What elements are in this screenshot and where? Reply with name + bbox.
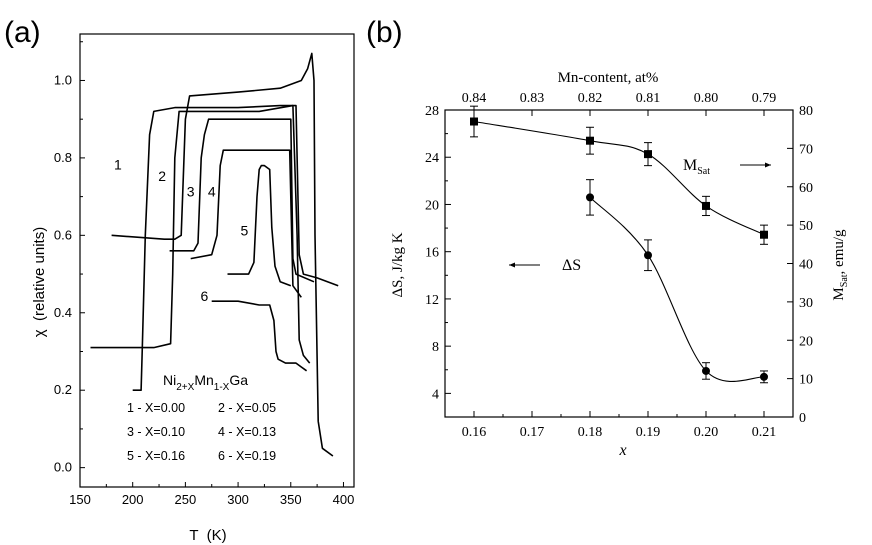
legend-entries: 1 - X=0.00 2 - X=0.05 3 - X=0.10 4 - X=0.13…	[127, 401, 276, 463]
curve-label: 1	[114, 157, 122, 173]
top-tick-label: 0.79	[752, 91, 777, 106]
left-y-tick-label: 24	[425, 151, 439, 166]
panel-b-plot-area	[444, 109, 794, 418]
legend-entry: 6 - X=0.19	[218, 449, 276, 463]
annotation-msat: MSat	[683, 157, 771, 177]
susceptibility-curve	[111, 52, 334, 457]
delta-s-point	[702, 366, 710, 375]
x-tick-label: 250	[175, 492, 197, 507]
curve-label: 5	[241, 222, 249, 238]
left-y-tick-label: 20	[425, 198, 439, 213]
curve-label: 4	[208, 184, 216, 200]
x-tick-label: 0.18	[578, 425, 603, 440]
right-y-tick-label: 60	[799, 181, 813, 196]
top-tick-label: 0.83	[520, 91, 545, 106]
panel-a-y-ticks: 0.0 0.2 0.4 0.6 0.8 1.0	[54, 41, 85, 475]
x-tick-label: 0.17	[520, 425, 545, 440]
right-y-tick-label: 80	[799, 104, 813, 119]
y-tick-label: 0.6	[54, 227, 72, 242]
curve-label: 6	[200, 288, 208, 304]
right-y-tick-label: 70	[799, 142, 813, 157]
panel-b-right-y-axis-label: MSat, emu/g	[831, 229, 850, 301]
legend-entry: 4 - X=0.13	[218, 425, 276, 439]
top-tick-label: 0.81	[636, 91, 661, 106]
right-y-tick-label: 30	[799, 296, 813, 311]
msat-point	[702, 201, 710, 210]
x-tick-label: 0.20	[694, 425, 719, 440]
top-tick-label: 0.84	[462, 91, 487, 106]
annotation-delta-s: ΔS	[509, 257, 581, 274]
right-y-tick-label: 10	[799, 373, 813, 388]
y-tick-label: 0.2	[54, 382, 72, 397]
left-y-tick-label: 16	[425, 246, 439, 261]
panel-b-left-y-axis-label: ΔS, J/kg K	[390, 232, 406, 297]
panel-a-plot-area	[79, 33, 355, 488]
panel-b-ticks: 0.16 0.17 0.18 0.19 0.20 0.21 0.84 0.83 0.82 0.81…	[425, 91, 813, 440]
msat-point	[760, 230, 768, 239]
susceptibility-curve-5	[227, 164, 292, 287]
curve-label: 2	[158, 168, 166, 184]
left-y-tick-label: 4	[432, 387, 439, 402]
panel-a-legend: Ni2+XMn1-XGa 1 - X=0.00 2 - X=0.05 3 - X=0…	[127, 372, 276, 463]
panel-b-top-axis-label: Mn-content, at%	[558, 70, 659, 86]
panel-a: (a) 150 200 250 300 350 400 0.0 0.2 0.4 0.6 0.8 1.…	[4, 16, 355, 544]
panel-b-fit-curves	[473, 120, 765, 382]
panel-a-curve-labels: 1 2 3 4 5 6	[114, 157, 248, 305]
y-tick-label: 1.0	[54, 72, 72, 87]
y-tick-label: 0.0	[54, 460, 72, 475]
panel-b-label: (b)	[366, 16, 403, 49]
right-y-tick-label: 20	[799, 334, 813, 349]
right-y-tick-label: 50	[799, 219, 813, 234]
legend-entry: 3 - X=0.10	[127, 425, 185, 439]
panel-b-frame	[444, 109, 794, 418]
x-tick-label: 350	[280, 492, 302, 507]
legend-entry: 2 - X=0.05	[218, 401, 276, 415]
msat-point	[644, 150, 652, 159]
susceptibility-curve-6	[211, 300, 308, 372]
msat-point	[470, 117, 478, 126]
annotation-msat-text: MSat	[683, 157, 710, 177]
panel-a-frame	[79, 33, 355, 488]
x-tick-label: 300	[227, 492, 249, 507]
delta-s-point	[586, 193, 594, 202]
y-tick-label: 0.4	[54, 305, 72, 320]
panel-b-data-points	[470, 105, 768, 384]
left-y-tick-label: 8	[432, 340, 439, 355]
delta-s-point	[644, 251, 652, 260]
panel-a-label: (a)	[4, 16, 41, 49]
panel-a-y-axis-label: χ (relative units)	[31, 227, 48, 337]
x-tick-label: 150	[69, 492, 91, 507]
legend-entry: 1 - X=0.00	[127, 401, 185, 415]
x-tick-label: 0.16	[462, 425, 487, 440]
y-tick-label: 0.8	[54, 150, 72, 165]
panel-a-x-ticks: 150 200 250 300 350 400	[69, 482, 354, 507]
left-y-tick-label: 12	[425, 293, 439, 308]
annotation-delta-s-text: ΔS	[562, 257, 581, 274]
x-tick-label: 400	[333, 492, 355, 507]
susceptibility-curve-4	[190, 149, 302, 298]
susceptibility-curve-2	[90, 104, 339, 349]
panel-a-x-axis-label: T (K)	[189, 527, 226, 544]
x-tick-label: 200	[122, 492, 144, 507]
right-y-tick-label: 0	[799, 411, 806, 426]
fit-curve-delta-s	[589, 197, 765, 382]
delta-s-point	[760, 372, 768, 381]
panel-b-x-axis-label: x	[618, 442, 626, 459]
x-tick-label: 0.21	[752, 425, 777, 440]
top-tick-label: 0.82	[578, 91, 603, 106]
susceptibility-curve-1	[132, 104, 311, 391]
panel-a-curves	[90, 52, 339, 457]
top-tick-label: 0.80	[694, 91, 719, 106]
legend-entry: 5 - X=0.16	[127, 449, 185, 463]
legend-title: Ni2+XMn1-XGa	[163, 372, 248, 393]
msat-point	[586, 136, 594, 145]
curve-label: 3	[187, 184, 195, 200]
x-tick-label: 0.19	[636, 425, 661, 440]
left-y-tick-label: 28	[425, 104, 439, 119]
fit-curve-msat	[473, 120, 765, 236]
panel-b: (b) Mn-content, at% 0.16 0.17 0.18 0.19 0.20…	[366, 16, 850, 459]
right-y-tick-label: 40	[799, 258, 813, 273]
